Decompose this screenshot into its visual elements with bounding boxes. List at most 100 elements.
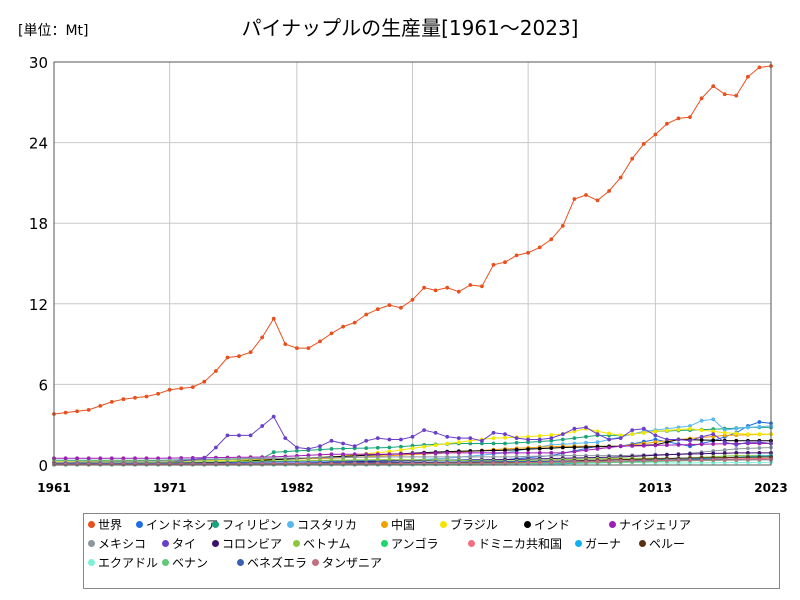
legend-item: インド — [524, 518, 570, 532]
data-point — [630, 432, 635, 436]
data-point — [445, 441, 450, 446]
legend-label: ベトナム — [303, 537, 351, 551]
data-point — [156, 391, 161, 396]
data-point — [560, 437, 565, 442]
legend-marker — [312, 559, 319, 566]
data-point — [514, 451, 519, 455]
data-point — [306, 453, 311, 458]
legend-label: インド — [534, 518, 571, 532]
legend-item: エクアドル — [88, 556, 158, 570]
legend-item: ナイジェリア — [609, 518, 691, 532]
data-point — [248, 433, 253, 438]
data-point — [665, 121, 669, 126]
legend-marker — [88, 540, 95, 547]
legend-label: ベネズエラ — [247, 556, 308, 570]
data-point — [283, 342, 288, 346]
data-point — [630, 444, 635, 448]
data-point — [757, 432, 762, 436]
data-point — [387, 452, 392, 457]
data-point — [653, 429, 658, 434]
plot-frame — [53, 61, 772, 466]
legend-marker — [88, 559, 95, 566]
data-point — [746, 451, 750, 455]
data-point — [572, 436, 577, 440]
data-point — [503, 461, 507, 465]
data-point — [399, 437, 403, 442]
data-point — [352, 444, 357, 449]
data-point — [491, 436, 496, 440]
data-point — [456, 440, 461, 445]
data-point — [445, 434, 450, 439]
data-point — [260, 424, 265, 428]
data-point — [410, 297, 415, 302]
data-point — [665, 443, 669, 447]
data-point — [641, 142, 646, 146]
data-point — [722, 433, 727, 438]
data-point — [607, 459, 611, 464]
data-point — [445, 461, 450, 466]
series-ナイジェリア — [52, 441, 773, 461]
data-point — [341, 324, 345, 329]
data-point — [399, 452, 403, 456]
data-point — [364, 446, 369, 450]
data-point — [665, 458, 669, 463]
data-point — [329, 331, 334, 336]
data-point — [560, 445, 565, 450]
legend-item: タンザニア — [312, 556, 382, 570]
data-point — [387, 455, 392, 459]
data-point — [468, 441, 473, 446]
data-point — [560, 451, 565, 455]
data-point — [699, 451, 704, 456]
data-point — [399, 444, 403, 449]
data-point — [98, 462, 103, 467]
chart-legend: 世界 インドネシア フィリピン コスタリカ 中国 ブラジル インド ナイジェリア メキシコ タイ コ… — [83, 513, 780, 589]
data-point — [757, 451, 762, 455]
data-point — [711, 438, 716, 443]
data-point — [468, 436, 473, 440]
data-point — [433, 455, 438, 459]
data-point — [526, 437, 530, 442]
x-tick-label: 1982 — [280, 481, 313, 495]
data-point — [653, 132, 658, 137]
data-point — [630, 156, 635, 161]
data-point — [306, 447, 311, 451]
data-point — [757, 440, 762, 445]
data-point — [549, 454, 554, 458]
data-point — [688, 424, 692, 428]
data-point — [537, 437, 542, 442]
data-point — [283, 449, 288, 454]
data-point — [618, 444, 623, 449]
data-point — [514, 436, 519, 440]
data-point — [722, 451, 727, 456]
y-tick-label: 0 — [38, 457, 48, 475]
data-point — [341, 446, 345, 451]
data-point — [399, 305, 403, 310]
data-point — [410, 461, 415, 466]
data-point — [364, 455, 369, 460]
data-point — [468, 455, 473, 459]
data-point — [433, 451, 438, 456]
data-point — [341, 441, 345, 446]
data-point — [387, 303, 392, 307]
data-point — [133, 456, 137, 461]
grid-lines — [54, 61, 771, 465]
data-point — [387, 445, 392, 450]
data-point — [653, 443, 658, 448]
data-point — [491, 461, 496, 465]
data-point — [271, 456, 276, 461]
legend-item: コロンビア — [212, 537, 282, 551]
data-point — [341, 452, 345, 457]
data-point — [572, 445, 577, 450]
chart-unit-label: [単位：Mt] — [18, 23, 89, 39]
data-point — [560, 432, 565, 436]
legend-label: フィリピン — [222, 518, 282, 532]
data-point — [595, 432, 600, 436]
data-point — [225, 355, 230, 360]
legend-label: 中国 — [391, 518, 416, 532]
legend-marker — [468, 540, 475, 547]
data-point — [387, 449, 392, 454]
data-point — [572, 449, 577, 454]
legend-label: 世界 — [98, 518, 123, 532]
data-point — [491, 262, 496, 267]
data-point — [237, 433, 241, 438]
